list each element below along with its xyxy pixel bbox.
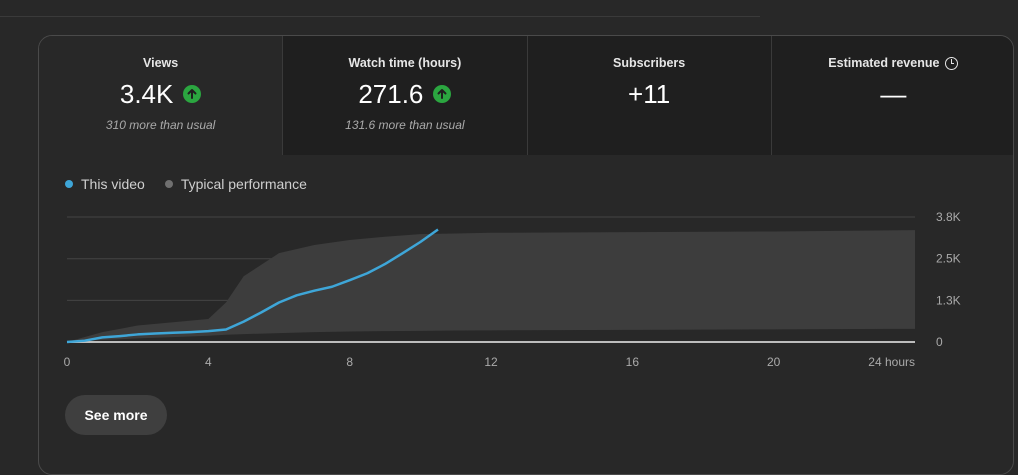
metric-tab-watch-time[interactable]: Watch time (hours) 271.6 131.6 more than… bbox=[283, 36, 528, 155]
y-tick-label: 3.8K bbox=[936, 210, 961, 224]
metric-comparison: 310 more than usual bbox=[105, 118, 216, 132]
trend-up-icon bbox=[183, 85, 202, 103]
metric-value: 271.6 bbox=[358, 78, 424, 109]
this-video-line bbox=[66, 228, 439, 344]
see-more-button[interactable]: See more bbox=[65, 395, 167, 435]
metric-label: Subscribers bbox=[612, 56, 686, 70]
metrics-row: Views 3.4K 310 more than usual Watch tim… bbox=[39, 36, 1013, 155]
metric-comparison: 131.6 more than usual bbox=[345, 118, 465, 132]
metric-label: Views bbox=[143, 56, 179, 70]
x-tick-label: 8 bbox=[346, 355, 353, 369]
top-divider bbox=[0, 16, 760, 17]
views-chart[interactable]: 0 4 8 12 16 20 24 hours 0 1.3K 2.5K 3.8K bbox=[39, 36, 1014, 376]
x-tick-label: 20 bbox=[767, 355, 781, 369]
metric-tab-views[interactable]: Views 3.4K 310 more than usual bbox=[39, 36, 284, 155]
analytics-card: Views 3.4K 310 more than usual Watch tim… bbox=[38, 35, 1014, 475]
x-tick-label: 0 bbox=[64, 355, 71, 369]
clock-icon[interactable] bbox=[945, 56, 959, 70]
x-tick-label: 12 bbox=[484, 355, 498, 369]
legend-label: Typical performance bbox=[180, 176, 307, 192]
metric-label: Estimated revenue bbox=[828, 56, 940, 70]
x-tick-label: 16 bbox=[626, 355, 640, 369]
chart-legend: This video Typical performance bbox=[65, 176, 307, 192]
x-tick-label: 24 hours bbox=[868, 355, 915, 369]
typical-performance-band bbox=[67, 230, 915, 342]
metric-tab-estimated-revenue[interactable]: Estimated revenue — bbox=[771, 36, 1013, 155]
y-tick-label: 1.3K bbox=[936, 293, 961, 307]
metric-value: 3.4K bbox=[119, 78, 174, 109]
legend-label: This video bbox=[81, 176, 145, 192]
trend-up-icon bbox=[433, 85, 452, 103]
legend-item-typical: Typical performance bbox=[164, 176, 307, 192]
metric-label: Watch time (hours) bbox=[348, 56, 462, 70]
metric-tab-subscribers[interactable]: Subscribers +11 bbox=[527, 36, 772, 155]
legend-dot-icon bbox=[65, 180, 73, 188]
legend-item-this-video: This video bbox=[65, 176, 145, 192]
legend-dot-icon bbox=[164, 180, 173, 188]
metric-value: +11 bbox=[628, 78, 671, 109]
x-tick-label: 4 bbox=[205, 355, 212, 369]
metric-value: — bbox=[880, 78, 907, 109]
y-tick-label: 2.5K bbox=[936, 252, 961, 266]
y-tick-label: 0 bbox=[936, 335, 943, 349]
